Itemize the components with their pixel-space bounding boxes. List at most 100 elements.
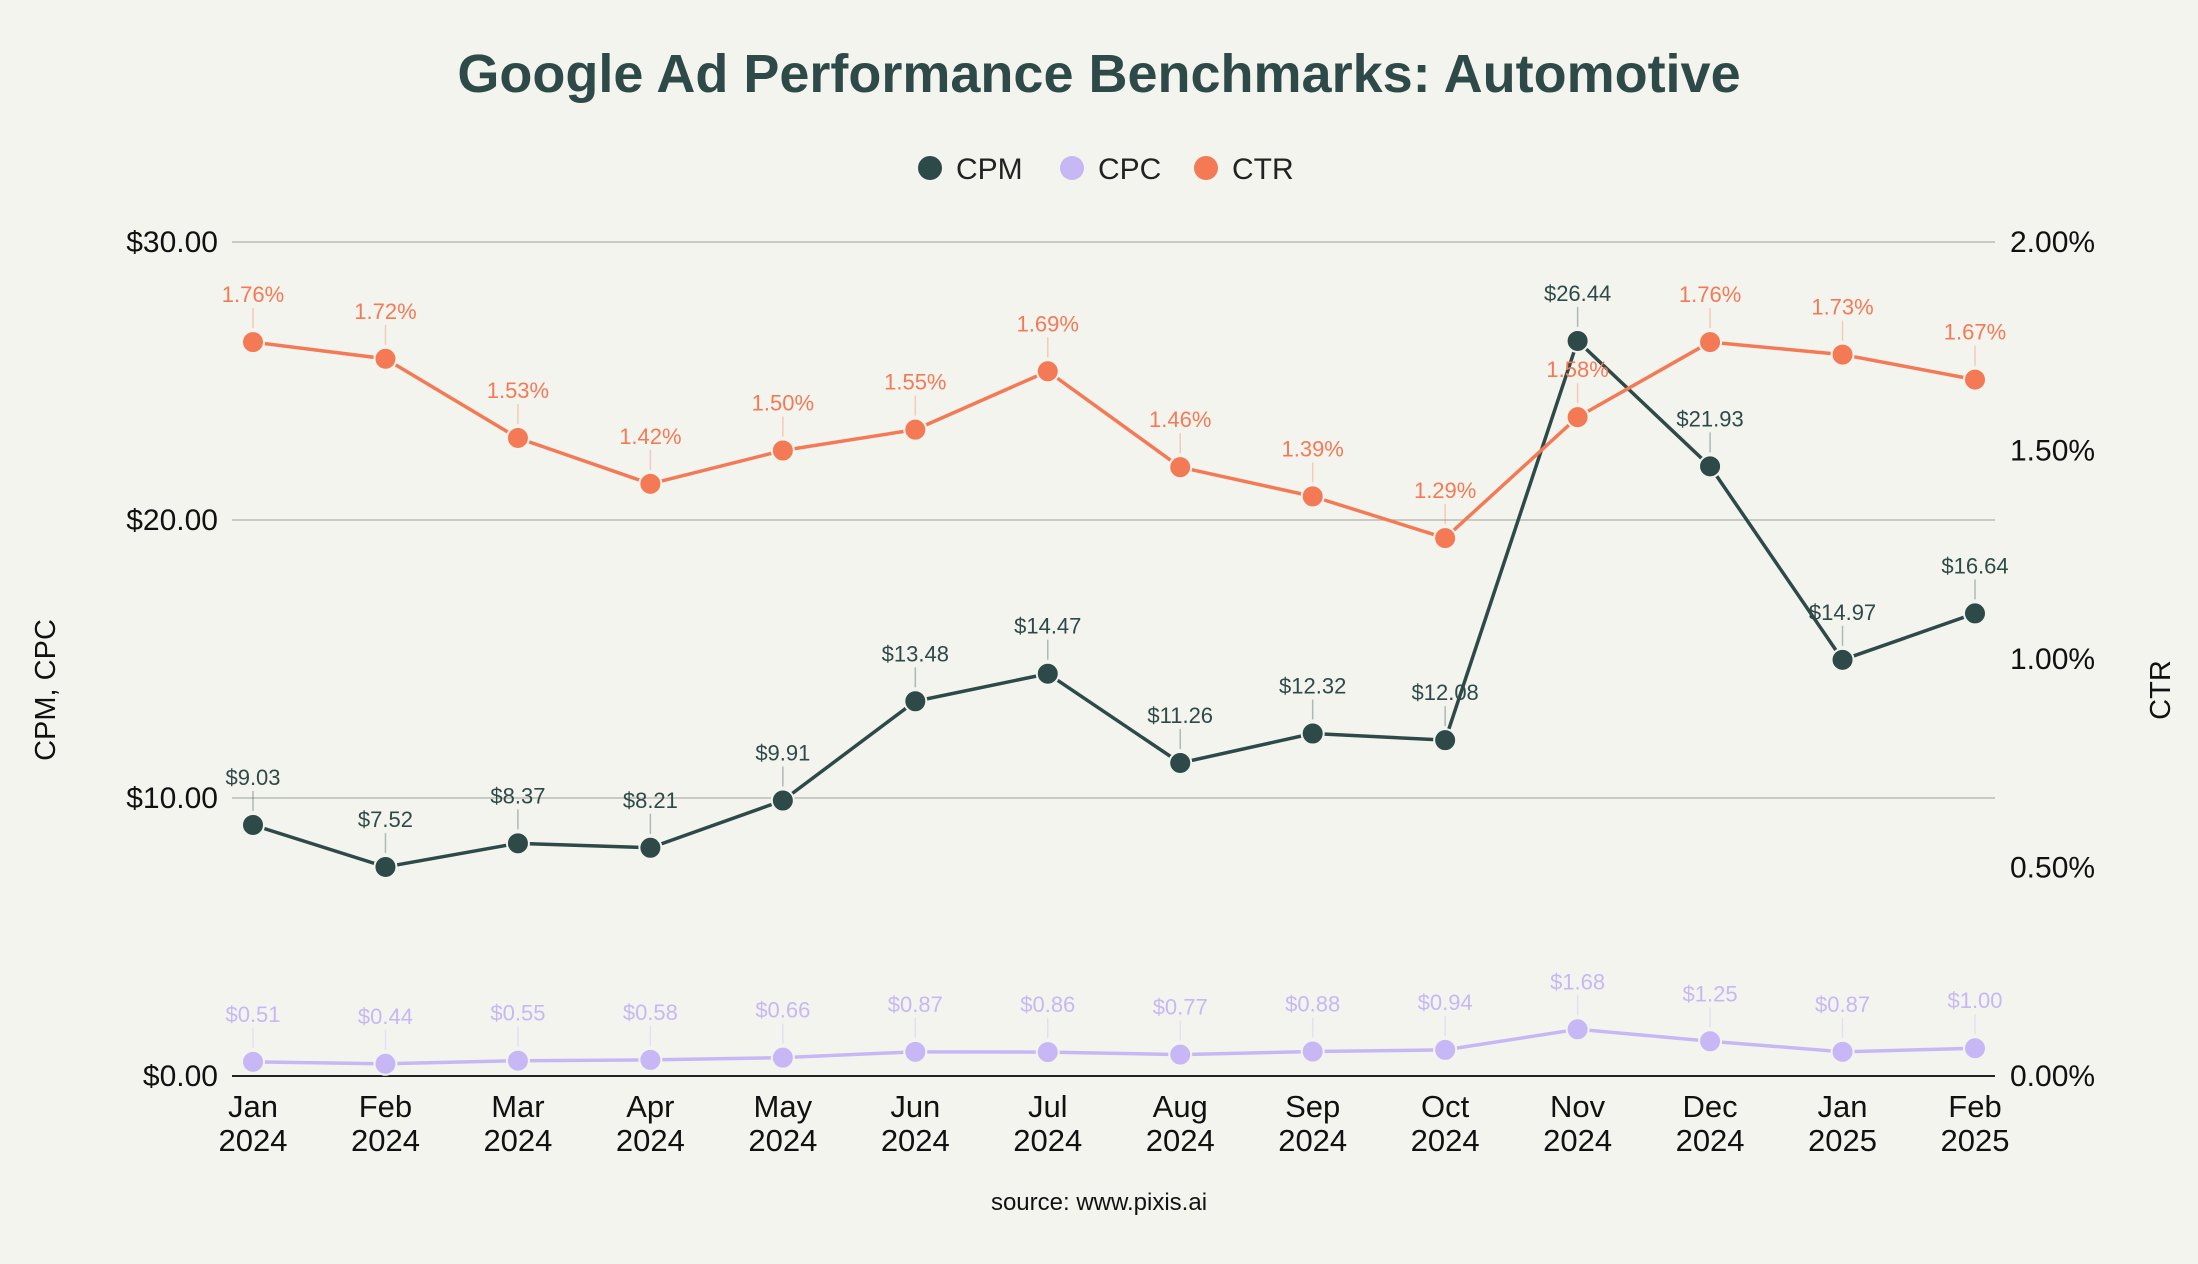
data-point-cpc <box>1433 1037 1458 1062</box>
legend: CPM CPC CTR <box>918 153 1294 186</box>
data-label-cpm: $8.37 <box>490 783 545 808</box>
axes: $0.00 $10.00 $20.00 $30.00 0.00% 0.50% 1.00% 1.… <box>126 226 2095 1158</box>
data-point-cpc <box>1565 1017 1590 1042</box>
data-label-cpm: $9.03 <box>225 765 280 790</box>
data-label-cpc: $0.94 <box>1418 990 1473 1015</box>
data-label-cpm: $9.91 <box>755 741 810 766</box>
x-tick-year: 2024 <box>1411 1123 1480 1158</box>
data-label-cpc: $0.66 <box>755 998 810 1023</box>
x-tick-month: Jun <box>890 1089 940 1124</box>
data-point-cpm <box>638 835 663 860</box>
data-label-cpm: $26.44 <box>1544 281 1611 306</box>
data-point-cpm <box>1035 661 1060 686</box>
data-point-cpc <box>373 1051 398 1076</box>
data-point-cpm <box>1698 454 1723 479</box>
x-tick-month: Jan <box>228 1089 278 1124</box>
legend-label-cpm: CPM <box>956 153 1023 186</box>
chart-title: Google Ad Performance Benchmarks: Automo… <box>457 44 1740 104</box>
series-line-ctr <box>252 340 1976 540</box>
data-label-ctr: 1.29% <box>1414 478 1476 503</box>
x-tick-year: 2024 <box>1676 1123 1745 1158</box>
data-label-cpc: $0.87 <box>1815 992 1870 1017</box>
data-point-cpm <box>770 788 795 813</box>
data-label-ctr: 1.42% <box>619 424 681 449</box>
data-label-cpm: $13.48 <box>882 641 949 666</box>
data-label-cpc: $0.87 <box>888 992 943 1017</box>
data-point-cpm <box>1300 721 1325 746</box>
data-label-ctr: 1.73% <box>1811 295 1873 320</box>
x-tick-month: Aug <box>1153 1089 1208 1124</box>
data-point-ctr <box>638 471 663 496</box>
x-tick-year: 2024 <box>219 1123 288 1158</box>
data-point-cpm <box>1433 728 1458 753</box>
x-tick-month: Apr <box>626 1089 674 1124</box>
data-label-ctr: 1.50% <box>752 391 814 416</box>
x-tick-month: Oct <box>1421 1089 1470 1124</box>
y-tick-left: $0.00 <box>143 1060 218 1093</box>
data-label-cpm: $16.64 <box>1941 553 2008 578</box>
data-label-cpc: $0.51 <box>225 1002 280 1027</box>
data-point-cpc <box>1698 1029 1723 1054</box>
data-label-ctr: 1.67% <box>1944 320 2006 345</box>
data-point-cpm <box>903 689 928 714</box>
data-label-ctr: 1.69% <box>1017 311 1079 336</box>
data-point-cpm <box>373 854 398 879</box>
data-label-cpc: $0.77 <box>1153 995 1208 1020</box>
data-point-cpm <box>505 831 530 856</box>
x-tick-month: Mar <box>491 1089 544 1124</box>
y-tick-left: $10.00 <box>126 782 218 815</box>
x-tick-year: 2024 <box>483 1123 552 1158</box>
data-label-ctr: 1.39% <box>1281 436 1343 461</box>
y-axis-right-label: CTR <box>2145 660 2177 720</box>
data-point-cpc <box>1300 1039 1325 1064</box>
y-tick-left: $30.00 <box>126 226 218 259</box>
data-point-ctr <box>1830 342 1855 367</box>
data-label-cpc: $0.58 <box>623 1000 678 1025</box>
x-tick-year: 2025 <box>1808 1123 1877 1158</box>
data-label-ctr: 1.46% <box>1149 407 1211 432</box>
y-tick-right: 0.00% <box>2010 1060 2095 1093</box>
data-point-cpc <box>241 1049 265 1074</box>
data-point-cpc <box>903 1039 928 1064</box>
data-point-cpc <box>1830 1039 1855 1064</box>
y-axis-left-label: CPM, CPC <box>30 619 62 761</box>
data-label-ctr: 1.55% <box>884 370 946 395</box>
data-label-cpc: $1.68 <box>1550 969 1605 994</box>
x-tick-month: Nov <box>1550 1089 1606 1124</box>
legend-marker-ctr <box>1194 156 1218 180</box>
x-tick-month: Dec <box>1683 1089 1738 1124</box>
data-point-ctr <box>770 438 795 463</box>
data-label-cpm: $12.32 <box>1279 674 1346 699</box>
data-label-cpc: $0.55 <box>490 1001 545 1026</box>
data-label-ctr: 1.76% <box>1679 282 1741 307</box>
data-point-ctr <box>505 425 530 450</box>
x-tick-year: 2024 <box>1013 1123 1082 1158</box>
data-point-cpm <box>1565 328 1590 353</box>
data-label-cpc: $1.00 <box>1947 988 2002 1013</box>
data-label-ctr: 1.58% <box>1546 357 1608 382</box>
legend-marker-cpm <box>918 156 942 180</box>
y-tick-right: 0.50% <box>2010 852 2095 885</box>
x-tick-year: 2025 <box>1941 1123 2010 1158</box>
data-point-cpc <box>1168 1042 1193 1067</box>
series-line-cpc <box>252 1027 1976 1066</box>
data-point-ctr <box>1963 367 1987 392</box>
y-tick-right: 1.00% <box>2010 643 2095 676</box>
data-label-ctr: 1.53% <box>487 378 549 403</box>
series-layer <box>241 306 1987 1076</box>
data-point-ctr <box>1168 455 1193 480</box>
grid <box>232 241 1995 799</box>
data-point-cpm <box>1830 647 1855 672</box>
data-label-cpc: $0.88 <box>1285 992 1340 1017</box>
data-point-cpm <box>241 812 265 837</box>
data-label-cpm: $21.93 <box>1676 406 1743 431</box>
data-point-ctr <box>1565 405 1590 430</box>
data-point-cpc <box>770 1045 795 1070</box>
y-tick-right: 2.00% <box>2010 226 2095 259</box>
legend-label-ctr: CTR <box>1232 153 1294 186</box>
data-label-cpc: $0.86 <box>1020 992 1075 1017</box>
data-point-cpc <box>1035 1040 1060 1065</box>
x-tick-month: Jul <box>1028 1089 1068 1124</box>
data-point-ctr <box>1035 359 1060 384</box>
